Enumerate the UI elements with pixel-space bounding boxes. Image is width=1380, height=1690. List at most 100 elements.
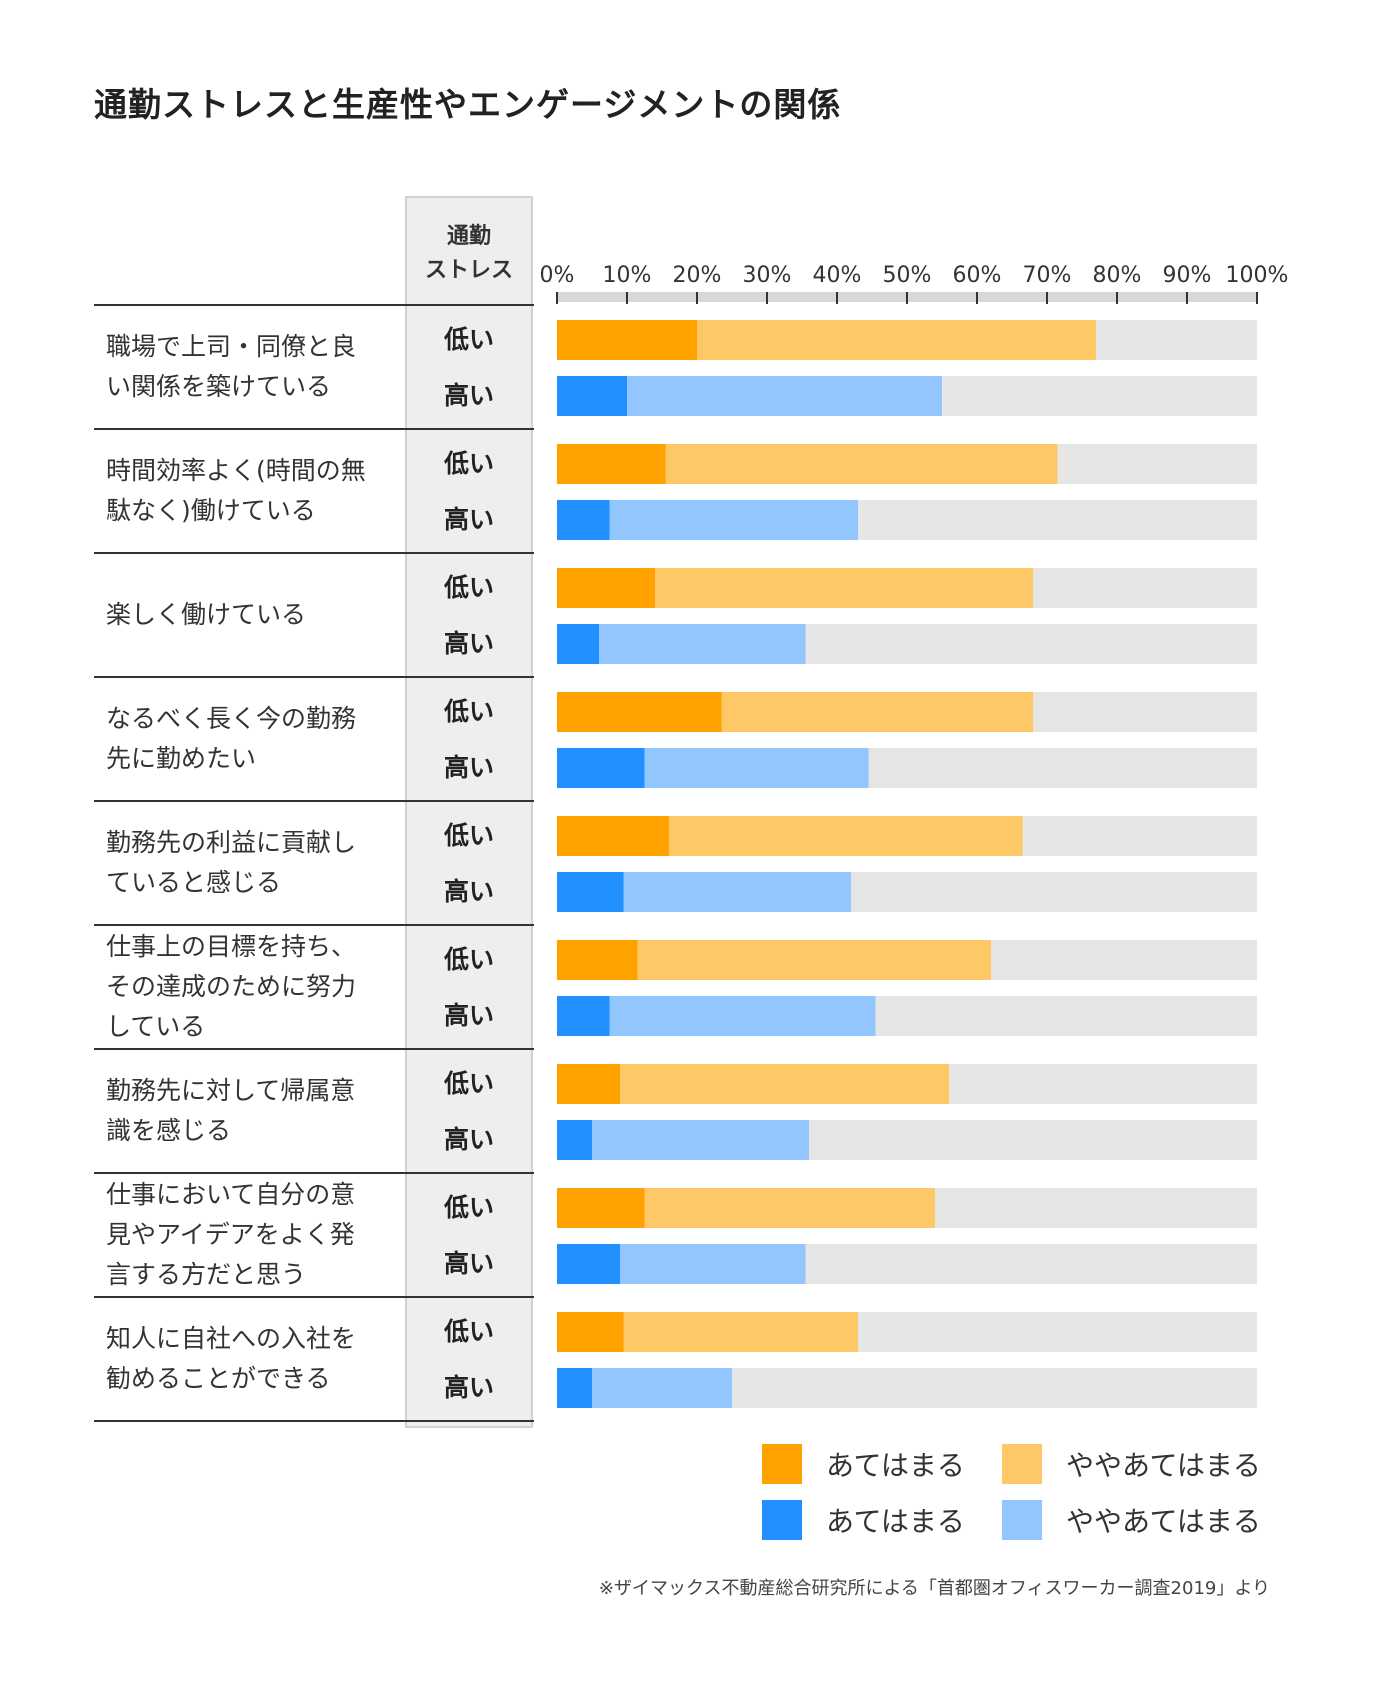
legend-label: ややあてはまる <box>1066 1505 1261 1538</box>
stress-level-label: 高い <box>443 1249 494 1278</box>
legend-label: あてはまる <box>826 1505 965 1538</box>
bar-segment-yaya-atehamaru <box>592 1120 809 1160</box>
stress-level-label: 低い <box>443 945 494 974</box>
bar-segment-yaya-atehamaru <box>721 692 1033 732</box>
row-divider <box>94 428 534 430</box>
bar-segment-atehamaru <box>557 320 697 360</box>
stress-level-label: 低い <box>443 697 494 726</box>
bar-segment-yaya-atehamaru <box>599 624 806 664</box>
stress-level-label: 高い <box>443 753 494 782</box>
stress-level-label: 低い <box>443 1193 494 1222</box>
bar-segment-yaya-atehamaru <box>697 320 1096 360</box>
bar-segment-atehamaru <box>557 692 722 732</box>
x-tick-label: 0% <box>540 263 575 288</box>
legend-label: あてはまる <box>826 1449 965 1482</box>
row-divider <box>94 924 534 926</box>
category-label: なるべく長く今の勤務 先に勤めたい <box>106 704 357 773</box>
x-tick-label: 30% <box>743 263 792 288</box>
legend-swatch <box>1002 1444 1042 1484</box>
legend-item: ややあてはまる <box>1002 1444 1261 1484</box>
category-label: 時間効率よく(時間の無 駄なく)働けている <box>106 456 366 525</box>
category-label: 楽しく働けている <box>106 600 307 629</box>
bar-segment-yaya-atehamaru <box>627 376 942 416</box>
table-header-divider <box>94 304 534 306</box>
x-tick-label: 10% <box>603 263 652 288</box>
bar-segment-atehamaru <box>557 816 669 856</box>
bar-segment-atehamaru <box>557 444 666 484</box>
stress-level-label: 高い <box>443 381 494 410</box>
x-tick-label: 100% <box>1226 263 1289 288</box>
legend-swatch <box>1002 1500 1042 1540</box>
category-label: 職場で上司・同僚と良 い関係を築けている <box>106 332 357 401</box>
x-tick-label: 40% <box>813 263 862 288</box>
bar-segment-atehamaru <box>557 1312 624 1352</box>
stress-level-label: 低い <box>443 1317 494 1346</box>
stress-level-label: 高い <box>443 505 494 534</box>
bar-segment-yaya-atehamaru <box>620 1244 806 1284</box>
bar-segment-yaya-atehamaru <box>609 996 876 1036</box>
bar-segment-yaya-atehamaru <box>609 500 858 540</box>
legend-label: ややあてはまる <box>1066 1449 1261 1482</box>
stress-column-header: 通勤 ストレス <box>405 220 533 288</box>
bar-segment-atehamaru <box>557 996 610 1036</box>
stress-header-line-1: 通勤 <box>446 224 491 249</box>
bar-segment-yaya-atehamaru <box>620 1064 949 1104</box>
stress-level-label: 高い <box>443 629 494 658</box>
x-tick-label: 60% <box>953 263 1002 288</box>
x-tick-label: 90% <box>1163 263 1212 288</box>
row-divider <box>94 1420 534 1422</box>
stress-level-label: 低い <box>443 449 494 478</box>
bar-segment-atehamaru <box>557 748 645 788</box>
legend-item: あてはまる <box>762 1444 965 1484</box>
category-label: 知人に自社への入社を 勧めることができる <box>106 1324 357 1393</box>
bar-segment-yaya-atehamaru <box>592 1368 732 1408</box>
legend-swatch <box>762 1444 802 1484</box>
row-divider <box>94 552 534 554</box>
bar-segment-yaya-atehamaru <box>644 748 869 788</box>
row-divider <box>94 1048 534 1050</box>
row-divider <box>94 676 534 678</box>
x-tick-label: 80% <box>1093 263 1142 288</box>
bar-segment-atehamaru <box>557 1120 592 1160</box>
bar-segment-atehamaru <box>557 568 655 608</box>
stress-level-label: 高い <box>443 1125 494 1154</box>
footnote: ※ザイマックス不動産総合研究所による「首都圏オフィスワーカー調査2019」より <box>598 1578 1270 1599</box>
stress-level-label: 高い <box>443 877 494 906</box>
bar-segment-yaya-atehamaru <box>644 1188 935 1228</box>
category-label: 仕事において自分の意 見やアイデアをよく発 言する方だと思う <box>106 1180 356 1289</box>
bar-segment-yaya-atehamaru <box>623 872 851 912</box>
bar-segment-atehamaru <box>557 376 627 416</box>
legend-item: ややあてはまる <box>1002 1500 1261 1540</box>
bar-segment-atehamaru <box>557 1188 645 1228</box>
legend-swatch <box>762 1500 802 1540</box>
x-tick-label: 20% <box>673 263 722 288</box>
stress-level-label: 高い <box>443 1373 494 1402</box>
bar-segment-atehamaru <box>557 940 638 980</box>
bar-segment-yaya-atehamaru <box>665 444 1058 484</box>
stress-level-label: 低い <box>443 325 494 354</box>
bar-segment-atehamaru <box>557 1368 592 1408</box>
bar-segment-atehamaru <box>557 872 624 912</box>
chart-title: 通勤ストレスと生産性やエンゲージメントの関係 <box>94 85 842 124</box>
row-divider <box>94 1172 534 1174</box>
bar-segment-atehamaru <box>557 500 610 540</box>
bar-segment-yaya-atehamaru <box>637 940 991 980</box>
x-tick-label: 70% <box>1023 263 1072 288</box>
x-tick-label: 50% <box>883 263 932 288</box>
stress-column-background <box>405 196 533 1428</box>
stress-header-line-2: ストレス <box>424 258 513 283</box>
stress-level-label: 低い <box>443 573 494 602</box>
stress-level-label: 低い <box>443 821 494 850</box>
bar-segment-yaya-atehamaru <box>669 816 1023 856</box>
row-divider <box>94 800 534 802</box>
category-label: 勤務先の利益に貢献し ていると感じる <box>106 828 357 897</box>
stress-level-label: 高い <box>443 1001 494 1030</box>
category-label: 仕事上の目標を持ち、 その達成のために努力 している <box>106 932 357 1041</box>
legend-item: あてはまる <box>762 1500 965 1540</box>
bar-segment-atehamaru <box>557 1244 620 1284</box>
bar-segment-yaya-atehamaru <box>623 1312 858 1352</box>
category-label: 勤務先に対して帰属意 識を感じる <box>106 1076 356 1145</box>
stress-level-label: 低い <box>443 1069 494 1098</box>
bar-segment-atehamaru <box>557 1064 620 1104</box>
